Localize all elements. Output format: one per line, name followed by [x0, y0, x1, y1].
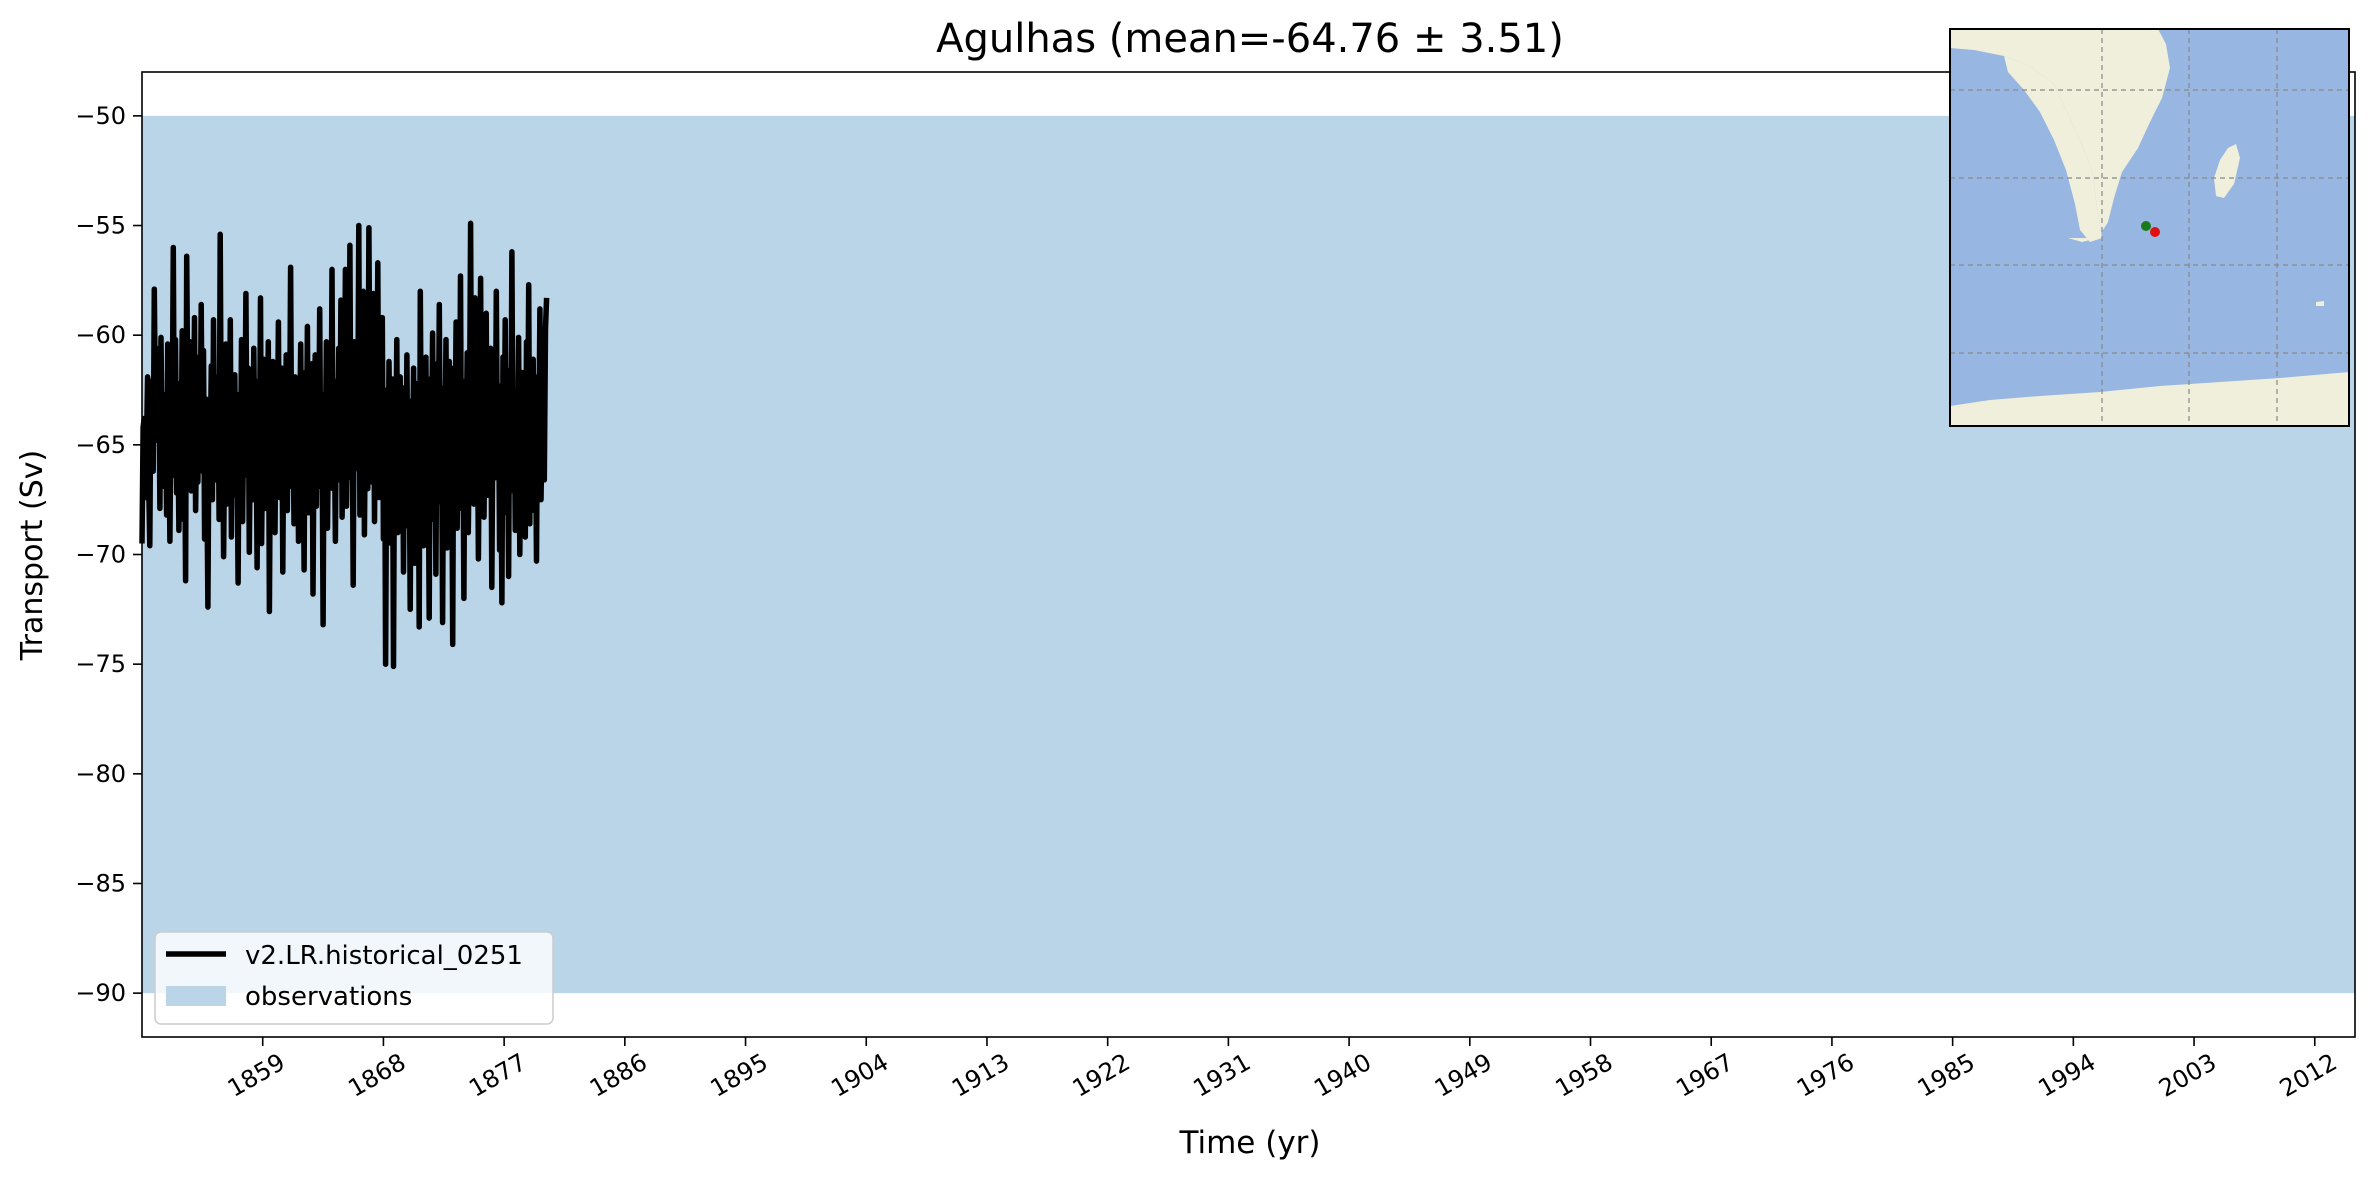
inset-land-madagascar [2214, 144, 2240, 198]
x-tick-label: 2012 [2275, 1048, 2342, 1103]
x-tick-label: 1877 [464, 1048, 531, 1103]
inset-land-africa-west [2004, 56, 2102, 242]
y-tick-label: −60 [75, 321, 126, 349]
y-axis: −50 −55 −60 −65 −70 −75 −80 −85 −90 [75, 102, 142, 1007]
inset-map [1949, 28, 2350, 427]
x-tick-label: 1994 [2033, 1048, 2100, 1103]
inset-land-island [2316, 301, 2324, 306]
chart-title: Agulhas (mean=-64.76 ± 3.51) [936, 16, 1564, 62]
y-tick-label: −70 [75, 541, 126, 569]
legend-series-label: v2.LR.historical_0251 [245, 941, 523, 971]
series-line [139, 220, 550, 670]
x-tick-label: 1895 [706, 1048, 773, 1103]
x-axis: 1859 1868 1877 1886 1895 1904 1913 1922 1931 1940… [223, 1037, 2342, 1103]
x-tick-label: 1976 [1792, 1048, 1859, 1103]
legend-observations-label: observations [245, 982, 412, 1012]
x-tick-label: 1931 [1188, 1048, 1255, 1103]
x-tick-label: 1958 [1551, 1048, 1618, 1103]
y-axis-label: Transport (Sv) [15, 450, 50, 662]
x-axis-label: Time (yr) [1179, 1125, 1321, 1161]
x-tick-label: 2003 [2154, 1048, 2221, 1103]
y-tick-label: −85 [75, 869, 126, 897]
y-tick-label: −80 [75, 760, 126, 788]
inset-land [1950, 29, 2349, 426]
y-tick-label: −65 [75, 431, 126, 459]
x-tick-label: 1859 [223, 1048, 290, 1103]
x-tick-label: 1886 [585, 1048, 652, 1103]
x-tick-label: 1949 [1430, 1048, 1497, 1103]
legend-box [154, 931, 554, 1025]
inset-marker-green [2141, 221, 2151, 231]
x-tick-label: 1868 [344, 1048, 411, 1103]
y-tick-label: −50 [75, 102, 126, 130]
legend: v2.LR.historical_0251 observations [154, 931, 554, 1025]
y-tick-label: −75 [75, 650, 126, 678]
x-tick-label: 1904 [826, 1048, 893, 1103]
y-tick-label: −90 [75, 979, 126, 1007]
x-tick-label: 1967 [1671, 1048, 1738, 1103]
inset-frame [1949, 28, 2350, 427]
inset-land-antarctica [1950, 372, 2349, 426]
x-tick-label: 1985 [1913, 1048, 1980, 1103]
inset-marker-red [2150, 227, 2160, 237]
y-tick-label: −55 [75, 212, 126, 240]
inset-land-africa [1950, 29, 2170, 242]
legend-observations-swatch [166, 986, 226, 1006]
x-tick-label: 1922 [1068, 1048, 1135, 1103]
x-tick-label: 1940 [1309, 1048, 1376, 1103]
x-tick-label: 1913 [947, 1048, 1014, 1103]
inset-gridlines [1950, 29, 2349, 426]
